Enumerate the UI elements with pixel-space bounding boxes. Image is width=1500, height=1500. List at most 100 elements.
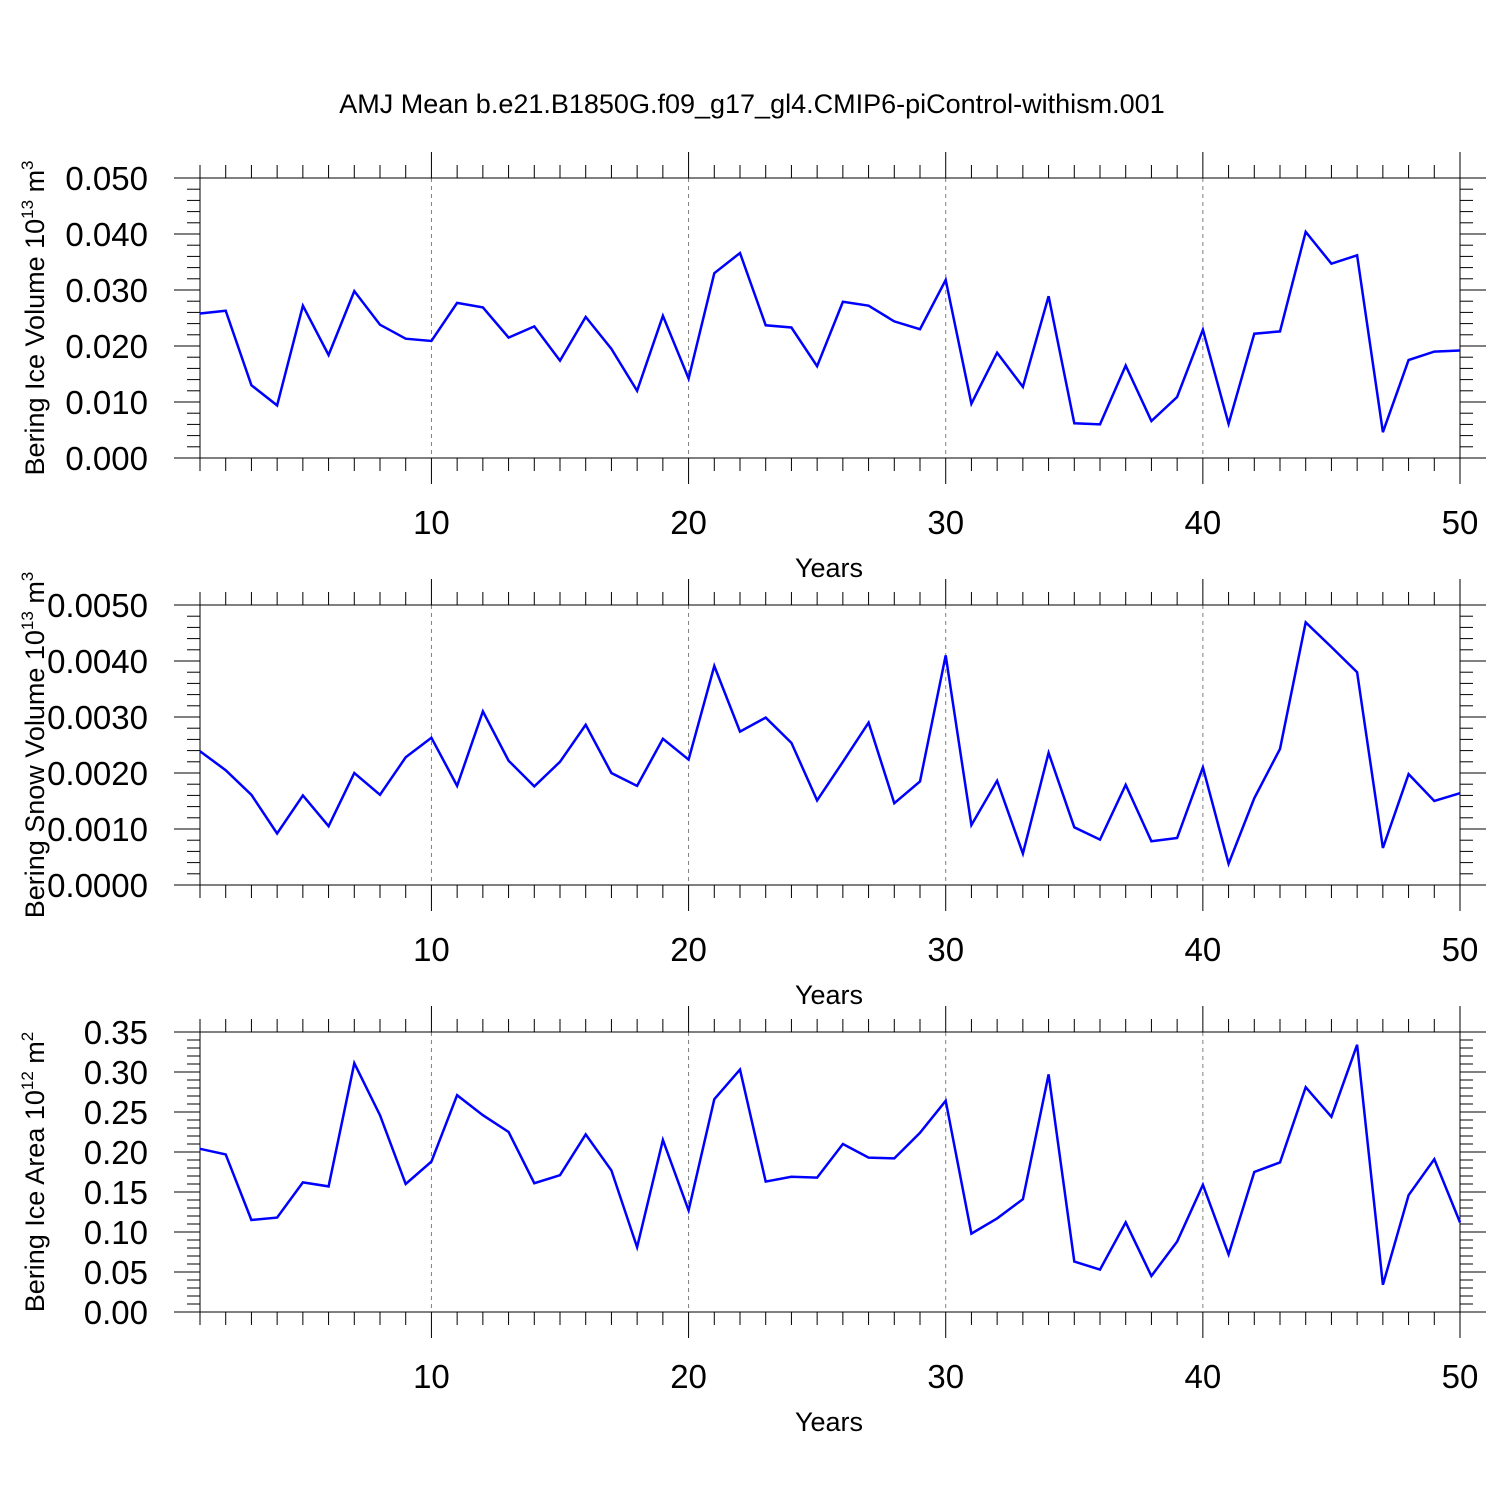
x-tick-label: 10 bbox=[413, 931, 450, 968]
data-point bbox=[455, 301, 459, 305]
data-point bbox=[1304, 1085, 1308, 1089]
data-point bbox=[918, 1131, 922, 1135]
data-point bbox=[1278, 747, 1282, 751]
data-point bbox=[301, 1180, 305, 1184]
data-point bbox=[661, 737, 665, 741]
data-point bbox=[687, 758, 691, 762]
data-point bbox=[1021, 1197, 1025, 1201]
y-tick-label: 0.10 bbox=[84, 1214, 148, 1251]
data-point bbox=[224, 309, 228, 313]
data-point bbox=[738, 730, 742, 734]
data-point bbox=[1304, 620, 1308, 624]
data-point bbox=[1355, 670, 1359, 674]
data-point bbox=[249, 383, 253, 387]
data-point bbox=[507, 1130, 511, 1134]
x-tick-label: 30 bbox=[927, 1358, 964, 1395]
data-point bbox=[1407, 1193, 1411, 1197]
data-point bbox=[1072, 421, 1076, 425]
data-point bbox=[815, 364, 819, 368]
plot-frame bbox=[199, 1031, 1461, 1313]
data-point bbox=[1432, 350, 1436, 354]
data-point bbox=[867, 304, 871, 308]
plot-frame bbox=[199, 177, 1461, 459]
data-point bbox=[532, 784, 536, 788]
y-tick-label: 0.05 bbox=[84, 1254, 148, 1291]
data-point bbox=[841, 760, 845, 764]
data-point bbox=[1432, 1157, 1436, 1161]
data-point bbox=[1149, 419, 1153, 423]
y-axis-label-exponent: 13 bbox=[18, 611, 37, 630]
y-tick-label: 0.050 bbox=[65, 160, 148, 197]
data-point bbox=[1252, 332, 1256, 336]
data-point bbox=[1047, 1072, 1051, 1076]
y-tick-label: 0.35 bbox=[84, 1014, 148, 1051]
data-point bbox=[815, 798, 819, 802]
y-axis-label: Bering Snow Volume 1013 m3 bbox=[18, 572, 50, 919]
data-point bbox=[301, 304, 305, 308]
data-point bbox=[584, 723, 588, 727]
data-point bbox=[1098, 1268, 1102, 1272]
y-tick-label: 0.30 bbox=[84, 1054, 148, 1091]
data-point bbox=[1458, 791, 1462, 795]
x-tick-label: 50 bbox=[1442, 1358, 1479, 1395]
data-point bbox=[1124, 783, 1128, 787]
data-point bbox=[429, 736, 433, 740]
data-point bbox=[892, 1156, 896, 1160]
data-point bbox=[1175, 1240, 1179, 1244]
data-point bbox=[1072, 1260, 1076, 1264]
data-point bbox=[995, 1216, 999, 1220]
y-axis-label-unit-exponent: 3 bbox=[18, 160, 37, 169]
y-tick-label: 0.00 bbox=[84, 1294, 148, 1331]
x-tick-label: 30 bbox=[927, 504, 964, 541]
data-point bbox=[429, 339, 433, 343]
data-point bbox=[301, 793, 305, 797]
y-tick-label: 0.0000 bbox=[47, 867, 148, 904]
data-point bbox=[1278, 329, 1282, 333]
y-axis-label-exponent: 12 bbox=[18, 1071, 37, 1090]
data-point bbox=[1201, 765, 1205, 769]
data-point bbox=[1432, 799, 1436, 803]
data-point bbox=[1149, 839, 1153, 843]
data-point bbox=[1458, 1220, 1462, 1224]
y-axis-label-unit: m bbox=[20, 1041, 50, 1071]
y-axis-label-unit: m bbox=[20, 170, 50, 200]
data-point bbox=[1149, 1274, 1153, 1278]
data-point bbox=[789, 1175, 793, 1179]
data-point bbox=[635, 1245, 639, 1249]
data-point bbox=[224, 768, 228, 772]
data-point bbox=[738, 1068, 742, 1072]
data-point bbox=[198, 1147, 202, 1151]
data-point bbox=[1098, 838, 1102, 842]
data-point bbox=[841, 1142, 845, 1146]
data-point bbox=[687, 377, 691, 381]
data-point bbox=[738, 251, 742, 255]
data-point bbox=[404, 1182, 408, 1186]
data-point bbox=[892, 801, 896, 805]
data-point bbox=[969, 1232, 973, 1236]
y-axis-label-exponent: 13 bbox=[18, 200, 37, 219]
data-point bbox=[1227, 862, 1231, 866]
x-tick-label: 10 bbox=[413, 504, 450, 541]
x-tick-label: 40 bbox=[1184, 504, 1221, 541]
y-axis-label-unit: m bbox=[20, 581, 50, 611]
data-point bbox=[687, 1208, 691, 1212]
data-point bbox=[532, 324, 536, 328]
data-point bbox=[275, 832, 279, 836]
data-point bbox=[944, 653, 948, 657]
data-point bbox=[1227, 1252, 1231, 1256]
x-tick-label: 20 bbox=[670, 504, 707, 541]
data-point bbox=[507, 336, 511, 340]
plot-frame bbox=[199, 604, 1461, 886]
data-point bbox=[1227, 422, 1231, 426]
data-point bbox=[867, 1156, 871, 1160]
y-axis-label: Bering Ice Volume 1013 m3 bbox=[18, 160, 50, 475]
x-tick-label: 20 bbox=[670, 1358, 707, 1395]
data-point bbox=[1329, 645, 1333, 649]
data-point bbox=[841, 300, 845, 304]
data-point bbox=[1072, 825, 1076, 829]
data-point bbox=[609, 1168, 613, 1172]
data-point bbox=[969, 823, 973, 827]
data-point bbox=[275, 403, 279, 407]
y-tick-label: 0.0020 bbox=[47, 755, 148, 792]
x-axis-label: Years bbox=[795, 1407, 863, 1437]
